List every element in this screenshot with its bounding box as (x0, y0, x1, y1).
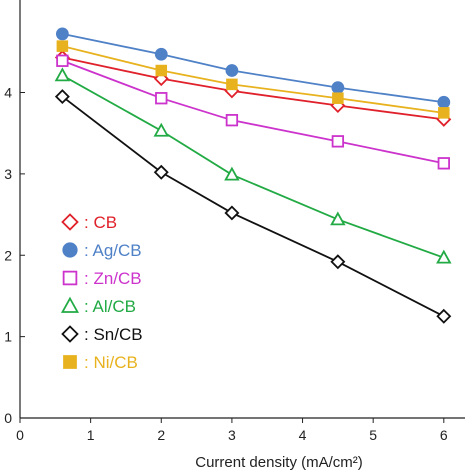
series-line (62, 33, 444, 104)
data-point (436, 249, 452, 264)
data-point (226, 78, 238, 91)
series-layer (54, 27, 452, 324)
legend-item: : Ni/CB (63, 353, 138, 372)
legend-marker (60, 296, 80, 313)
data-point (54, 67, 71, 82)
x-tick-label: 3 (228, 427, 236, 443)
series-line (62, 45, 444, 114)
legend-marker (62, 242, 78, 258)
y-tick-label: 3 (4, 166, 12, 182)
x-tick-label: 0 (16, 427, 24, 443)
data-point (155, 64, 168, 77)
x-tick-label: 5 (369, 427, 377, 443)
legend-item: : Zn/CB (62, 269, 142, 288)
series-sn-cb (54, 89, 452, 324)
x-tick-label: 4 (299, 427, 307, 443)
series-line (61, 74, 445, 259)
data-point (437, 157, 450, 170)
legend: : CB : Ag/CB : Zn/CB : Al/CB : Sn/CB : Ni/CB (60, 213, 143, 372)
data-point (54, 89, 70, 105)
legend-item: : Sn/CB (61, 325, 143, 344)
data-point (224, 205, 240, 221)
legend-marker (63, 355, 77, 369)
data-point (55, 27, 69, 41)
legend-item: : Ag/CB (62, 241, 142, 260)
data-point (153, 122, 169, 137)
x-axis-title: Current density (mA/cm²) (195, 454, 363, 471)
legend-marker (62, 270, 78, 286)
data-point (56, 40, 69, 52)
data-point (330, 211, 346, 226)
data-point (330, 254, 346, 270)
data-point (153, 164, 169, 180)
legend-item: : CB (61, 213, 117, 232)
series-ag-cb (55, 27, 451, 109)
x-tick-label: 2 (157, 427, 165, 443)
data-point (56, 54, 69, 67)
legend-label: : Ni/CB (84, 353, 138, 372)
series-zn-cb (56, 54, 450, 170)
legend-label: : Sn/CB (84, 325, 143, 344)
y-tick-label: 1 (4, 329, 12, 345)
data-point (437, 95, 451, 109)
y-tick-label: 0 (4, 410, 12, 426)
series-cb (54, 50, 452, 127)
data-point (331, 135, 345, 148)
legend-label: : Ag/CB (84, 241, 142, 260)
y-tick-label: 2 (4, 247, 12, 263)
data-point (332, 92, 344, 104)
data-point (154, 47, 168, 61)
series-line (62, 56, 444, 121)
legend-label: : Zn/CB (84, 269, 142, 288)
legend-marker (61, 325, 79, 343)
data-point (436, 308, 452, 324)
x-tick-label: 6 (440, 427, 448, 443)
axes: 0 1 2 3 4 5 6 0 1 2 3 4 (4, 0, 465, 443)
series-ni-cb (56, 40, 450, 119)
data-point (438, 107, 450, 119)
data-point (225, 64, 239, 77)
legend-label: : CB (84, 213, 117, 232)
legend-label: : Al/CB (84, 297, 136, 316)
legend-marker (61, 213, 79, 231)
x-tick-label: 1 (87, 427, 95, 443)
legend-item: : Al/CB (60, 296, 136, 316)
series-al-cb (54, 67, 452, 264)
data-point (331, 81, 345, 95)
data-point (225, 114, 239, 127)
y-tick-label: 4 (4, 85, 12, 101)
data-point (224, 166, 240, 181)
data-point (155, 92, 168, 105)
